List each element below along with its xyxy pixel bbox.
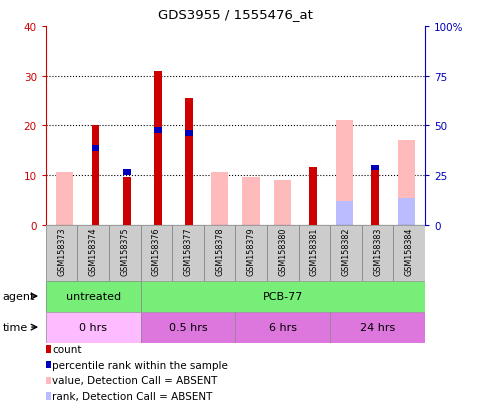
Bar xyxy=(394,225,425,281)
Bar xyxy=(92,145,99,151)
Text: GSM158380: GSM158380 xyxy=(278,227,287,275)
Bar xyxy=(371,171,379,225)
Text: count: count xyxy=(52,344,82,354)
FancyBboxPatch shape xyxy=(236,312,330,343)
Bar xyxy=(185,131,193,136)
Text: untreated: untreated xyxy=(66,291,121,301)
Bar xyxy=(309,168,317,225)
Text: 6 hrs: 6 hrs xyxy=(269,322,297,332)
Text: GSM158381: GSM158381 xyxy=(310,227,319,275)
Bar xyxy=(123,178,130,225)
Bar xyxy=(371,165,379,171)
FancyBboxPatch shape xyxy=(141,312,236,343)
Bar xyxy=(123,170,130,176)
Text: 24 hrs: 24 hrs xyxy=(360,322,395,332)
Bar xyxy=(398,198,415,225)
Bar xyxy=(109,225,141,281)
Bar xyxy=(46,281,141,312)
Bar xyxy=(362,225,394,281)
Text: GSM158384: GSM158384 xyxy=(405,227,414,275)
Text: rank, Detection Call = ABSENT: rank, Detection Call = ABSENT xyxy=(52,391,213,401)
Text: GSM158382: GSM158382 xyxy=(341,227,351,275)
Text: GSM158375: GSM158375 xyxy=(120,227,129,275)
FancyBboxPatch shape xyxy=(141,281,425,312)
Text: value, Detection Call = ABSENT: value, Detection Call = ABSENT xyxy=(52,375,217,385)
FancyBboxPatch shape xyxy=(46,312,141,343)
Text: GSM158383: GSM158383 xyxy=(373,227,382,275)
Text: PCB-77: PCB-77 xyxy=(263,291,303,301)
Text: time: time xyxy=(2,322,28,332)
Text: 0.5 hrs: 0.5 hrs xyxy=(169,322,207,332)
Bar xyxy=(46,225,77,281)
Bar xyxy=(141,225,172,281)
Text: GSM158374: GSM158374 xyxy=(89,227,98,275)
Bar xyxy=(267,225,298,281)
FancyBboxPatch shape xyxy=(46,281,141,312)
FancyBboxPatch shape xyxy=(330,312,425,343)
Bar xyxy=(212,173,228,225)
Text: GSM158378: GSM158378 xyxy=(215,227,224,275)
Bar xyxy=(298,225,330,281)
Bar xyxy=(236,225,267,281)
Bar xyxy=(330,225,362,281)
Bar xyxy=(242,178,259,225)
Bar xyxy=(336,201,353,225)
Bar xyxy=(154,128,162,134)
Text: percentile rank within the sample: percentile rank within the sample xyxy=(52,360,228,370)
Bar xyxy=(56,173,73,225)
Bar xyxy=(204,225,236,281)
Bar xyxy=(273,180,291,225)
Text: GSM158377: GSM158377 xyxy=(184,227,193,275)
Bar xyxy=(336,121,353,225)
Bar xyxy=(398,141,415,225)
Bar xyxy=(154,71,162,225)
Bar xyxy=(92,126,99,225)
Text: agent: agent xyxy=(2,291,35,301)
Bar xyxy=(77,225,109,281)
Text: GSM158376: GSM158376 xyxy=(152,227,161,275)
Bar xyxy=(185,99,193,225)
Text: GSM158379: GSM158379 xyxy=(247,227,256,275)
Text: GSM158373: GSM158373 xyxy=(57,227,66,275)
Bar xyxy=(172,225,204,281)
Text: 0 hrs: 0 hrs xyxy=(79,322,107,332)
Text: GDS3955 / 1555476_at: GDS3955 / 1555476_at xyxy=(158,8,313,21)
